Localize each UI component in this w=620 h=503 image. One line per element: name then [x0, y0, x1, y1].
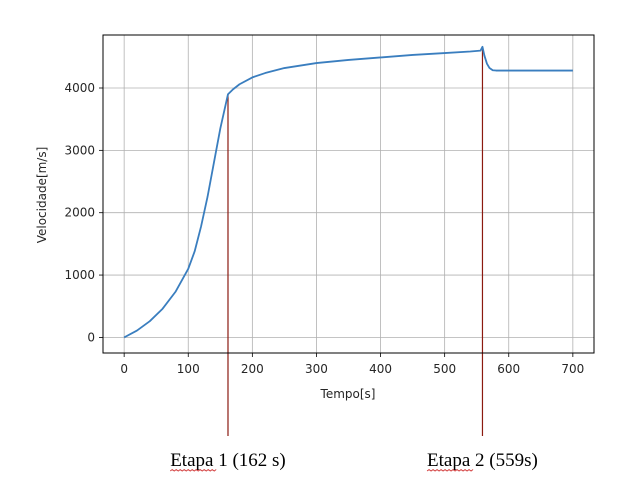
plot-frame: [102, 34, 595, 354]
x-tick-label: 400: [369, 362, 392, 376]
y-tick-label: 2000: [64, 206, 95, 220]
x-axis-label: Tempo[s]: [320, 387, 376, 401]
stage-label: Etapa 1 (162 s): [170, 450, 286, 471]
y-axis-label: Velocidade[m/s]: [35, 147, 49, 244]
spellcheck-squiggle: [169, 468, 217, 472]
x-tick-label: 300: [305, 362, 328, 376]
x-tick-label: 500: [433, 362, 456, 376]
x-tick-label: 100: [177, 362, 200, 376]
stage-markers: [227, 46, 484, 436]
grid: [103, 35, 594, 353]
x-tick-label: 600: [497, 362, 520, 376]
velocity-line: [123, 45, 573, 339]
x-tick-label: 0: [120, 362, 128, 376]
x-axis-ticks: 0 100 200 300 400 500 600 700: [120, 353, 584, 376]
spellcheck-squiggle: [426, 468, 474, 472]
series-layer: [123, 45, 573, 339]
x-tick-label: 700: [561, 362, 584, 376]
y-tick-label: 1000: [64, 268, 95, 282]
x-tick-label: 200: [241, 362, 264, 376]
stage-labels: Etapa 1 (162 s) Etapa 2 (559s): [169, 450, 538, 472]
y-axis-ticks: 0 1000 2000 3000 4000: [64, 81, 103, 344]
y-tick-label: 0: [87, 330, 95, 344]
y-tick-label: 3000: [64, 143, 95, 157]
stage-label: Etapa 2 (559s): [427, 450, 538, 471]
y-tick-label: 4000: [64, 81, 95, 95]
